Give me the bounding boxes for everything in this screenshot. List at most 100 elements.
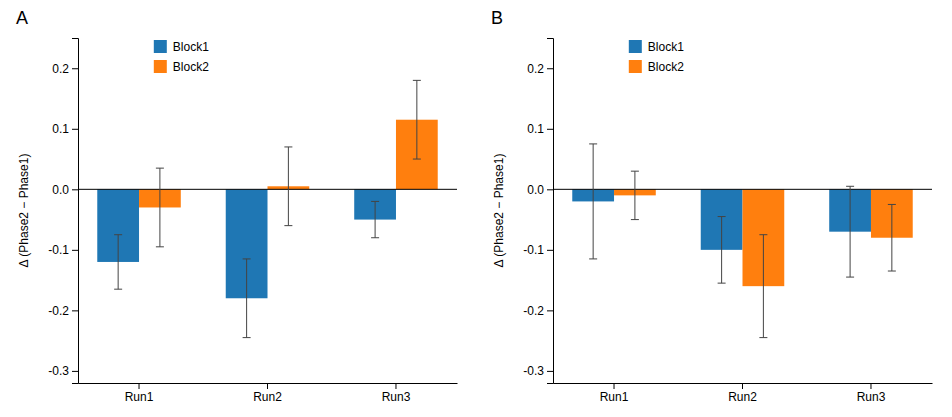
legend-swatch (629, 60, 642, 73)
x-tick: Run3 (857, 383, 886, 404)
y-tick: -0.3 (48, 364, 78, 378)
y-tick-label: 0.1 (527, 122, 544, 136)
error-bars (631, 171, 896, 337)
x-tick: Run1 (600, 383, 629, 404)
y-tick-label: 0.2 (527, 62, 544, 76)
x-tick-label: Run3 (857, 390, 886, 404)
x-tick-label: Run3 (382, 390, 411, 404)
x-tick-mark (870, 383, 871, 389)
legend-item: Block2 (629, 60, 684, 74)
error-bars (114, 201, 379, 337)
y-tick-mark (547, 371, 553, 372)
x-axis: Run1 Run2 Run3 (79, 383, 458, 404)
y-axis-title: Δ (Phase2 − Phase1) (17, 154, 31, 268)
y-tick-mark (72, 310, 78, 311)
error-bars (589, 144, 854, 283)
y-tick-mark (72, 371, 78, 372)
legend: Block1 Block2 (154, 40, 209, 74)
y-tick-mark (72, 189, 78, 190)
legend-swatch (629, 40, 642, 53)
y-tick-label: 0.2 (52, 62, 69, 76)
x-tick-mark (742, 383, 743, 389)
y-tick-label: 0.0 (527, 183, 544, 197)
y-tick-mark (72, 129, 78, 130)
zero-baseline (78, 189, 457, 190)
error-bar (589, 144, 597, 259)
error-bar (371, 201, 379, 237)
y-tick: 0.1 (52, 122, 78, 136)
y-tick-label: -0.1 (48, 243, 69, 257)
legend-label: Block1 (648, 40, 684, 54)
x-tick-label: Run1 (600, 390, 629, 404)
x-axis: Run1 Run2 Run3 (554, 383, 933, 404)
y-tick-label: -0.2 (523, 304, 544, 318)
x-tick-mark (614, 383, 615, 389)
error-bar (631, 171, 639, 219)
y-tick: 0.0 (52, 183, 78, 197)
x-tick-mark (395, 383, 396, 389)
legend-item: Block2 (154, 60, 209, 74)
x-tick: Run2 (728, 383, 757, 404)
y-tick: -0.2 (48, 304, 78, 318)
y-tick-mark (547, 189, 553, 190)
x-tick-mark (267, 383, 268, 389)
error-bar (888, 204, 896, 271)
y-tick: 0.1 (527, 122, 553, 136)
y-tick-mark (547, 129, 553, 130)
error-bar (759, 235, 767, 338)
panel: -0.3 -0.2 -0.1 0.0 0.1 0.2 Run1 Run2 Run3 Δ (Phas… (491, 8, 933, 404)
legend-item: Block1 (629, 40, 684, 54)
y-tick: 0.2 (527, 62, 553, 76)
y-tick: -0.1 (48, 243, 78, 257)
y-tick-mark (547, 68, 553, 69)
panel-label: B (491, 8, 503, 28)
y-axis: -0.3 -0.2 -0.1 0.0 0.1 0.2 (523, 39, 553, 384)
y-axis-title: Δ (Phase2 − Phase1) (492, 154, 506, 268)
y-axis: -0.3 -0.2 -0.1 0.0 0.1 0.2 (48, 39, 78, 384)
legend-item: Block1 (154, 40, 209, 54)
plot-area (78, 80, 457, 337)
x-tick-label: Run2 (728, 390, 757, 404)
y-tick-label: 0.0 (52, 183, 69, 197)
x-tick-mark (139, 383, 140, 389)
x-tick: Run2 (253, 383, 282, 404)
x-tick: Run1 (125, 383, 154, 404)
error-bar (114, 235, 122, 289)
y-axis-line (547, 39, 554, 384)
error-bar (156, 168, 164, 247)
legend-swatch (154, 60, 167, 73)
plot-area (553, 144, 932, 338)
y-tick: 0.0 (527, 183, 553, 197)
panel: -0.3 -0.2 -0.1 0.0 0.1 0.2 Run1 Run2 Run3 Δ (Phas… (16, 8, 458, 404)
y-tick: 0.2 (52, 62, 78, 76)
error-bar (284, 147, 292, 226)
legend-label: Block1 (173, 40, 209, 54)
y-tick: -0.2 (523, 304, 553, 318)
y-tick-mark (547, 310, 553, 311)
y-tick-label: -0.3 (523, 364, 544, 378)
y-tick-label: 0.1 (52, 122, 69, 136)
y-tick-label: -0.3 (48, 364, 69, 378)
error-bar (243, 259, 251, 338)
y-tick-mark (547, 250, 553, 251)
y-axis-line (72, 39, 79, 384)
y-tick: -0.3 (523, 364, 553, 378)
legend: Block1 Block2 (629, 40, 684, 74)
chart-root: -0.3 -0.2 -0.1 0.0 0.1 0.2 Run1 Run2 Run3 Δ (Phas… (0, 0, 952, 417)
y-tick: -0.1 (523, 243, 553, 257)
x-tick-label: Run2 (253, 390, 282, 404)
zero-baseline (553, 189, 932, 190)
y-tick-label: -0.2 (48, 304, 69, 318)
error-bar (718, 217, 726, 284)
error-bars (156, 80, 421, 246)
error-bar (413, 80, 421, 159)
legend-label: Block2 (648, 60, 684, 74)
x-tick-label: Run1 (125, 390, 154, 404)
y-tick-mark (72, 68, 78, 69)
legend-swatch (154, 40, 167, 53)
panel-label: A (16, 8, 28, 28)
legend-label: Block2 (173, 60, 209, 74)
x-tick: Run3 (382, 383, 411, 404)
error-bar (846, 186, 854, 277)
y-tick-mark (72, 250, 78, 251)
